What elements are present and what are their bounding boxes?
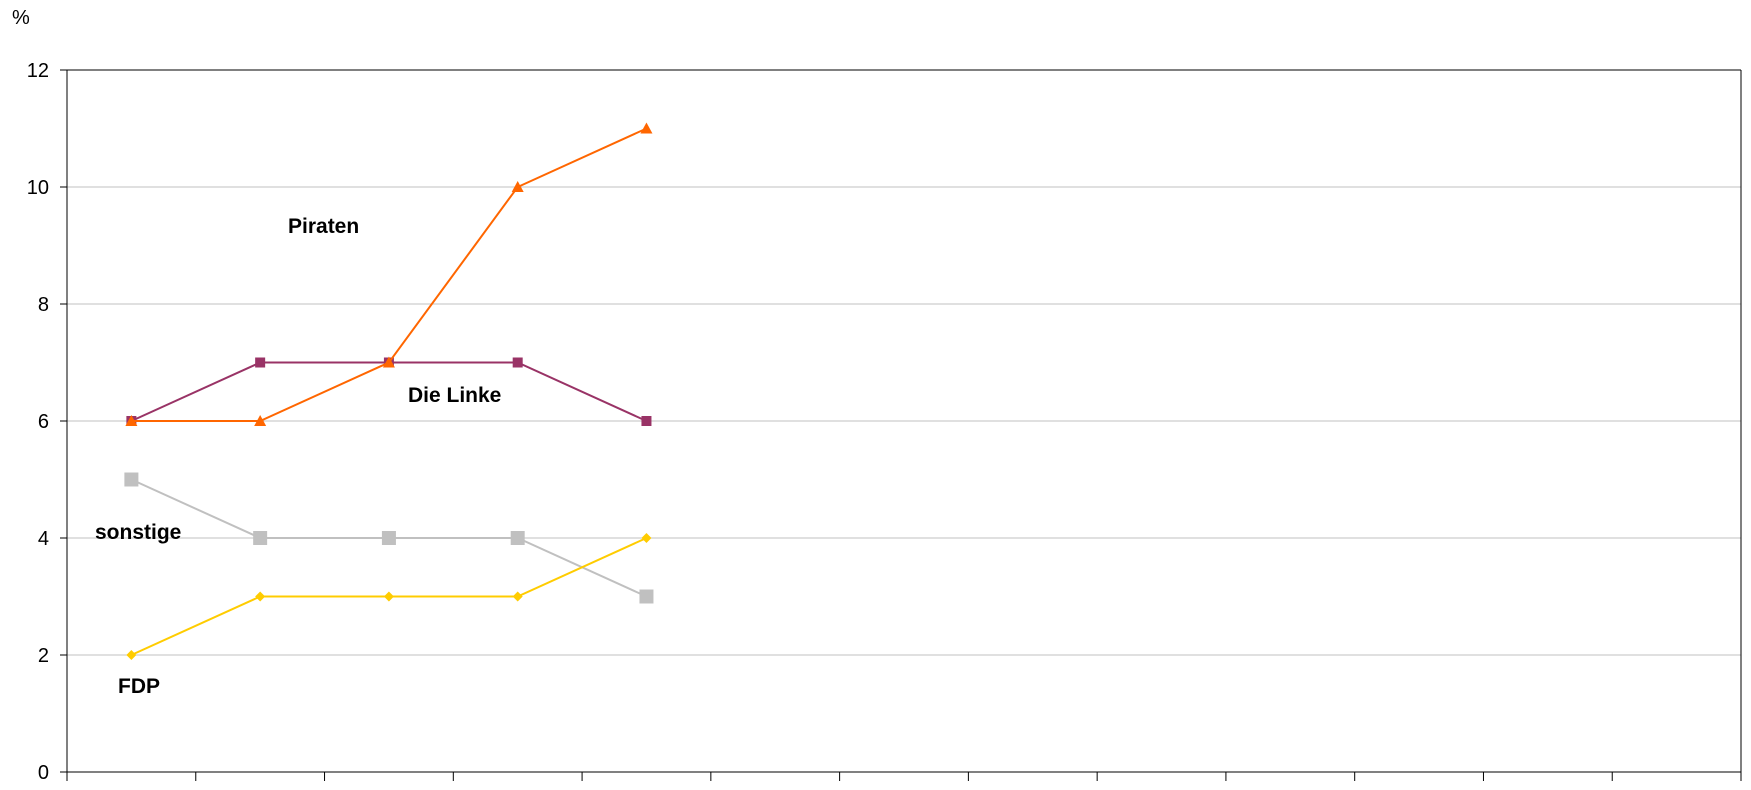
y-tick-label: 6 (38, 411, 49, 433)
y-tick-label: 8 (38, 294, 49, 316)
y-unit-label: % (12, 7, 30, 29)
series-label: FDP (118, 675, 160, 698)
series-line (130, 361, 647, 422)
data-point (126, 650, 137, 660)
data-point (125, 415, 138, 426)
series-fdp (126, 533, 652, 660)
y-tick-label: 2 (38, 645, 49, 667)
data-point (255, 591, 266, 602)
data-point (124, 472, 139, 487)
series-lines (124, 122, 654, 660)
data-point (512, 591, 523, 602)
data-point (510, 531, 525, 545)
series-label: Die Linke (408, 384, 501, 407)
data-point (254, 415, 267, 426)
y-tick-label: 12 (27, 60, 49, 82)
series-label: Piraten (288, 215, 359, 238)
data-point (383, 591, 394, 602)
series-piraten (125, 122, 653, 426)
series-line (131, 127, 647, 422)
data-point (511, 181, 524, 192)
data-point (382, 356, 395, 368)
data-point (253, 531, 268, 545)
data-point (512, 357, 523, 368)
data-point (255, 357, 266, 368)
axes (60, 69, 1742, 781)
data-point (381, 531, 396, 545)
series-labels: Piraten Die Linke sonstige FDP (95, 215, 501, 698)
y-tick-labels: 0 2 4 6 8 10 12 (27, 60, 49, 784)
data-point (640, 122, 653, 134)
data-point (641, 533, 652, 543)
series-sonstige (124, 472, 654, 604)
y-tick-label: 0 (38, 762, 49, 784)
data-point (639, 589, 654, 604)
data-point (641, 416, 652, 426)
series-die-linke (126, 357, 652, 426)
y-tick-label: 4 (38, 528, 49, 550)
series-label: sonstige (95, 521, 181, 544)
y-tick-label: 10 (27, 177, 49, 199)
